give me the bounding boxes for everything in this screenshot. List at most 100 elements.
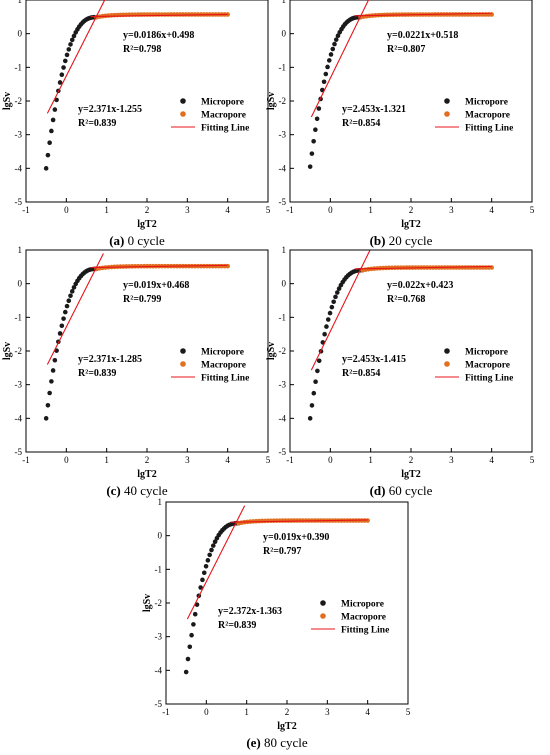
micropore-point (313, 127, 318, 133)
y-tick-label: -3 (15, 130, 23, 140)
micropore-point (64, 52, 70, 58)
micropore-point (331, 299, 336, 305)
y-tick-label: -4 (279, 163, 287, 173)
micropore-fit-line (186, 505, 246, 620)
panel-caption-text: 0 cycle (124, 233, 165, 248)
x-tick-label: 4 (489, 455, 494, 465)
micropore-point (333, 294, 338, 300)
micropore-fit-line (46, 0, 106, 114)
x-tick-label: 5 (530, 455, 535, 465)
y-tick-label: -1 (279, 62, 287, 72)
micropore-point (309, 151, 315, 156)
x-tick-label: 4 (489, 205, 494, 215)
legend-fit-line-label: Fitting Line (341, 626, 389, 636)
panel-caption-text: 80 cycle (261, 735, 308, 750)
x-tick-label: 0 (64, 455, 69, 465)
micropore-fit-r2: R²=0.854 (342, 118, 380, 129)
legend-micropore-label: Micropore (201, 348, 244, 358)
micropore-point (45, 402, 51, 408)
x-tick-label: 0 (64, 205, 69, 215)
x-tick-label: 0 (204, 707, 209, 717)
x-tick-label: 5 (266, 455, 271, 465)
micropore-point (52, 357, 58, 363)
macropore-fit-line (230, 519, 368, 523)
legend-macropore-marker (180, 361, 186, 367)
legend-fit-line-label: Fitting Line (201, 124, 249, 134)
legend-macropore-label: Macropore (201, 111, 246, 121)
micropore-point (330, 46, 336, 52)
legend-micropore-marker (180, 348, 186, 354)
micropore-point (68, 42, 73, 47)
micropore-point (61, 65, 66, 70)
x-tick-label: 1 (244, 707, 249, 717)
panel-caption-text: 60 cycle (385, 483, 432, 498)
micropore-fit-equation: y=2.453x-1.415 (342, 354, 406, 365)
micropore-point (307, 416, 313, 421)
y-axis-label: lgSv (2, 92, 13, 110)
chart-panel-4: -1 0 1 2 3 4 5 -5 -4 -3 -2 -1 0 1 lgT2 lgSv y=0.022x+0.4… (266, 245, 535, 498)
micropore-point (191, 622, 196, 627)
y-tick-label: 1 (18, 0, 23, 5)
y-tick-label: -5 (155, 699, 163, 709)
micropore-fit-equation: y=2.372x-1.363 (218, 606, 282, 617)
micropore-point (325, 317, 331, 322)
micropore-point (66, 298, 72, 303)
y-tick-label: -3 (15, 380, 23, 390)
y-tick-label: 0 (18, 29, 23, 39)
y-tick-label: -5 (279, 197, 287, 207)
legend-fit-line-label: Fitting Line (201, 374, 249, 384)
x-tick-label: 1 (368, 205, 373, 215)
panel-caption-tag: (d) (370, 483, 386, 498)
micropore-point (69, 289, 75, 294)
micropore-fit-r2: R²=0.854 (342, 368, 380, 379)
y-tick-label: -1 (15, 62, 23, 72)
x-tick-label: -1 (286, 455, 294, 465)
micropore-point (326, 58, 332, 63)
macropore-fit-line (90, 13, 228, 18)
panel-caption-tag: (e) (246, 735, 260, 750)
x-tick-label: 5 (530, 205, 535, 215)
legend-macropore-label: Macropore (465, 111, 510, 121)
panel-caption-text: 20 cycle (385, 233, 432, 248)
legend: Micropore Macropore Fitting Line (171, 98, 249, 134)
micropore-point (50, 368, 56, 373)
y-tick-label: -5 (15, 197, 23, 207)
macropore-fit-equation: y=0.019x+0.468 (123, 280, 189, 291)
micropore-point (311, 139, 316, 144)
legend-micropore-marker (444, 98, 450, 104)
micropore-point (43, 416, 49, 421)
y-tick-label: -1 (15, 312, 23, 322)
micropore-point (334, 290, 340, 295)
micropore-point (187, 644, 193, 650)
y-axis-label: lgSv (2, 342, 13, 360)
x-tick-label: 3 (449, 205, 454, 215)
macropore-point (225, 263, 230, 269)
x-tick-label: 2 (145, 205, 150, 215)
micropore-point (45, 152, 51, 158)
x-tick-label: 3 (325, 707, 330, 717)
y-tick-label: -2 (15, 96, 23, 106)
x-tick-label: -1 (286, 205, 294, 215)
micropore-point (68, 293, 73, 299)
micropore-point (59, 323, 65, 329)
macropore-fit-equation: y=0.0186x+0.498 (123, 30, 194, 41)
micropore-point (43, 166, 49, 171)
micropore-point (205, 558, 211, 563)
y-tick-label: -4 (15, 163, 23, 173)
y-tick-label: -1 (155, 564, 163, 574)
panel-caption-tag: (a) (109, 233, 124, 248)
macropore-fit-equation: y=0.019x+0.390 (263, 532, 329, 543)
x-tick-label: 0 (328, 205, 333, 215)
micropore-point (183, 669, 189, 675)
legend: Micropore Macropore Fitting Line (171, 348, 249, 384)
micropore-point (49, 128, 54, 134)
micropore-point (333, 37, 339, 42)
legend-macropore-marker (320, 613, 326, 619)
micropore-point (50, 117, 56, 123)
macropore-fit-r2: R²=0.797 (263, 546, 301, 557)
legend-macropore-marker (444, 361, 450, 367)
legend-fit-line-label: Fitting Line (465, 374, 513, 384)
x-tick-label: 1 (368, 455, 373, 465)
y-tick-label: -4 (279, 413, 287, 423)
